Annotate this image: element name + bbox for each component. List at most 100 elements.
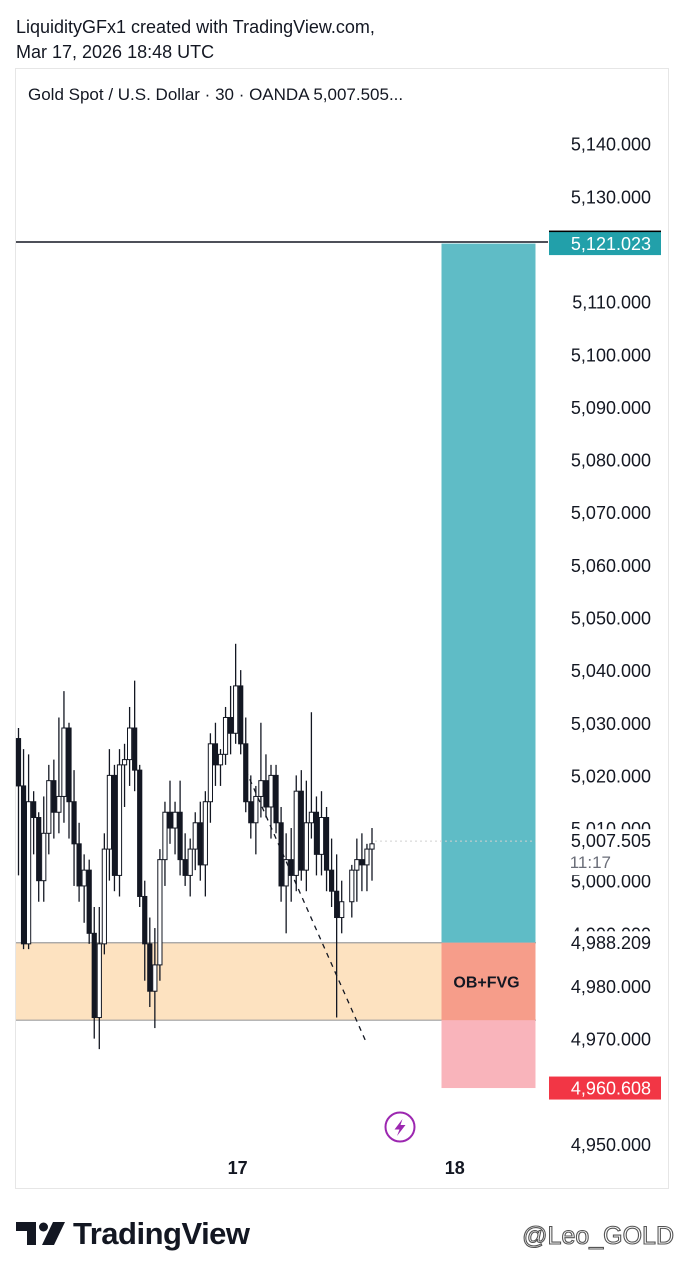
price-tick-label: 5,050.000: [571, 608, 651, 628]
candle-body-bull: [293, 790, 299, 876]
candle[interactable]: [243, 717, 249, 813]
candle[interactable]: [121, 743, 128, 807]
candle[interactable]: [329, 838, 335, 907]
symbol-title[interactable]: Gold Spot / U.S. Dollar · 30 · OANDA 5,0…: [28, 85, 404, 104]
candle-body-bull: [258, 780, 264, 797]
candle[interactable]: [293, 775, 299, 892]
candle[interactable]: [142, 880, 148, 981]
candle[interactable]: [364, 843, 370, 892]
candle[interactable]: [147, 917, 153, 1008]
candle[interactable]: [20, 749, 27, 950]
price-tick-label: 5,000.000: [571, 872, 651, 892]
candle[interactable]: [15, 728, 22, 876]
candle[interactable]: [313, 796, 320, 876]
candle[interactable]: [253, 785, 259, 855]
position-profit-zone[interactable]: [441, 243, 536, 943]
candle[interactable]: [172, 801, 178, 855]
candle[interactable]: [182, 833, 188, 886]
candle[interactable]: [212, 722, 219, 786]
candle[interactable]: [101, 833, 107, 955]
candle[interactable]: [152, 928, 158, 1029]
candle[interactable]: [177, 780, 183, 876]
candle-body-bear: [71, 801, 77, 845]
candle[interactable]: [132, 680, 138, 792]
candle-body-bull: [303, 822, 309, 871]
candle-body-bull: [96, 943, 102, 1019]
candle[interactable]: [238, 670, 244, 755]
candle[interactable]: [187, 838, 193, 897]
price-tick-label: 5,090.000: [571, 398, 651, 418]
candle[interactable]: [354, 838, 360, 902]
candle[interactable]: [86, 859, 92, 944]
candle[interactable]: [96, 907, 102, 1050]
candle-body-bull: [162, 811, 168, 861]
candle[interactable]: [298, 770, 304, 881]
candle[interactable]: [127, 706, 133, 786]
candle[interactable]: [288, 828, 294, 902]
candle[interactable]: [323, 806, 330, 892]
candle[interactable]: [339, 880, 345, 934]
candle[interactable]: [31, 791, 37, 855]
candle[interactable]: [167, 780, 173, 844]
price-label-bg: [549, 232, 661, 256]
candle[interactable]: [202, 791, 208, 897]
candle-body-bear: [142, 895, 148, 945]
candle[interactable]: [197, 801, 203, 881]
candle[interactable]: [157, 849, 163, 981]
chart-author-line: LiquidityGFx1 created with TradingView.c…: [16, 17, 375, 37]
candle[interactable]: [369, 828, 375, 881]
candle-body-bull: [369, 843, 375, 850]
candle[interactable]: [283, 833, 289, 934]
candle[interactable]: [51, 759, 57, 839]
candle[interactable]: [349, 864, 355, 918]
candle[interactable]: [303, 780, 309, 892]
candle[interactable]: [41, 796, 47, 902]
tradingview-logo-text: TradingView: [73, 1216, 250, 1251]
candle[interactable]: [258, 722, 264, 818]
candle[interactable]: [318, 791, 325, 876]
candle[interactable]: [273, 764, 279, 834]
candle[interactable]: [233, 643, 239, 744]
candle-body-bull: [364, 848, 370, 866]
candle[interactable]: [111, 764, 118, 892]
candle[interactable]: [106, 749, 113, 881]
candle[interactable]: [26, 754, 32, 950]
candle[interactable]: [61, 691, 67, 823]
candle[interactable]: [81, 854, 87, 923]
candle[interactable]: [192, 812, 198, 871]
candle[interactable]: [71, 770, 77, 886]
price-label-text: 4,988.209: [571, 933, 651, 953]
tradingview-logo[interactable]: TradingView: [16, 1216, 250, 1252]
candle[interactable]: [116, 749, 123, 897]
candle[interactable]: [263, 754, 269, 818]
candle[interactable]: [56, 717, 62, 834]
candle[interactable]: [137, 764, 143, 907]
candle[interactable]: [308, 712, 314, 839]
candle[interactable]: [66, 722, 72, 839]
candle[interactable]: [217, 749, 224, 786]
candle[interactable]: [222, 706, 229, 765]
candle[interactable]: [46, 764, 52, 855]
candle[interactable]: [334, 854, 340, 1018]
candle-body-bull: [349, 869, 355, 903]
candle-body-bear: [20, 785, 27, 945]
price-tick-label: 5,080.000: [571, 451, 651, 471]
candle-body-bull: [222, 716, 229, 755]
candle[interactable]: [207, 733, 214, 823]
chart-timestamp: Mar 17, 2026 18:48 UTC: [16, 42, 215, 62]
candle-body-bull: [217, 753, 224, 766]
candle-body-bull: [101, 848, 107, 945]
price-tick-label: 4,950.000: [571, 1135, 651, 1155]
candle[interactable]: [162, 801, 168, 886]
candle[interactable]: [36, 812, 42, 902]
candle-body-bull: [318, 817, 325, 855]
candle[interactable]: [228, 685, 234, 755]
candle[interactable]: [248, 775, 254, 839]
candle[interactable]: [76, 822, 82, 902]
candle[interactable]: [91, 907, 97, 1039]
candle[interactable]: [359, 833, 365, 892]
chart-frame[interactable]: [15, 68, 669, 1189]
lightning-icon[interactable]: [384, 1111, 416, 1143]
author-watermark: @Leo_GOLD: [522, 1221, 675, 1250]
